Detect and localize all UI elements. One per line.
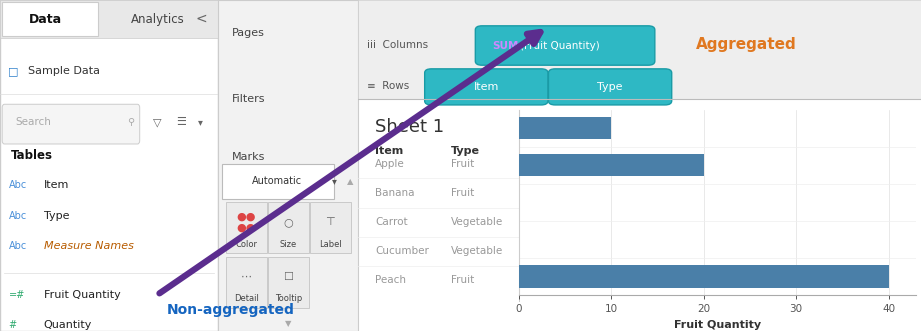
Text: Cucumber: Cucumber xyxy=(375,246,429,256)
Text: ▾: ▾ xyxy=(198,118,204,127)
Text: ⚲: ⚲ xyxy=(127,118,134,127)
Text: ▼: ▼ xyxy=(285,319,292,328)
Text: Fruit: Fruit xyxy=(451,275,474,285)
Text: =#: =# xyxy=(8,290,25,300)
Text: Item: Item xyxy=(473,82,499,92)
Text: Color: Color xyxy=(235,240,257,249)
Text: (Fruit Quantity): (Fruit Quantity) xyxy=(520,40,600,51)
Text: Type: Type xyxy=(598,82,623,92)
Text: Tables: Tables xyxy=(11,149,52,162)
X-axis label: Fruit Quantity: Fruit Quantity xyxy=(674,319,761,329)
Text: Aggregated: Aggregated xyxy=(696,37,797,52)
FancyBboxPatch shape xyxy=(475,26,655,65)
FancyBboxPatch shape xyxy=(226,257,266,308)
Text: ▲: ▲ xyxy=(346,177,353,186)
Text: Banana: Banana xyxy=(375,188,414,198)
Text: SUM: SUM xyxy=(492,40,519,51)
Text: Fruit Quantity: Fruit Quantity xyxy=(43,290,121,300)
FancyBboxPatch shape xyxy=(2,104,140,144)
FancyBboxPatch shape xyxy=(549,69,671,105)
Text: Search: Search xyxy=(16,118,52,127)
Text: Fruit: Fruit xyxy=(451,188,474,198)
FancyBboxPatch shape xyxy=(2,2,99,36)
Bar xyxy=(519,265,889,288)
Text: ▾: ▾ xyxy=(332,176,337,186)
Text: Abc: Abc xyxy=(8,241,27,251)
Text: Type: Type xyxy=(43,211,69,221)
FancyBboxPatch shape xyxy=(0,0,218,38)
Text: Detail: Detail xyxy=(234,295,259,304)
Text: Automatic: Automatic xyxy=(252,176,302,186)
Text: Quantity: Quantity xyxy=(43,320,92,330)
Text: Carrot: Carrot xyxy=(375,217,408,227)
Text: Sample Data: Sample Data xyxy=(29,66,100,76)
Text: Abc: Abc xyxy=(8,211,27,221)
Text: iii  Columns: iii Columns xyxy=(367,40,428,50)
Text: Peach: Peach xyxy=(375,275,406,285)
Text: ☐: ☐ xyxy=(284,272,293,282)
Text: #: # xyxy=(8,320,17,330)
Text: Marks: Marks xyxy=(232,152,265,162)
Text: Tooltip: Tooltip xyxy=(274,295,302,304)
FancyBboxPatch shape xyxy=(226,202,266,253)
FancyBboxPatch shape xyxy=(425,69,548,105)
Text: Item: Item xyxy=(43,180,69,190)
Text: Type: Type xyxy=(451,146,480,156)
Bar xyxy=(519,117,612,139)
Text: Label: Label xyxy=(319,240,342,249)
Text: Item: Item xyxy=(375,146,403,156)
Text: ☰: ☰ xyxy=(176,118,186,127)
Text: Non-aggregated: Non-aggregated xyxy=(167,303,294,317)
Text: Filters: Filters xyxy=(232,94,266,104)
Text: Vegetable: Vegetable xyxy=(451,246,504,256)
FancyBboxPatch shape xyxy=(310,202,351,253)
Text: Pages: Pages xyxy=(232,28,265,38)
FancyBboxPatch shape xyxy=(268,202,309,253)
Text: Measure Names: Measure Names xyxy=(43,241,134,251)
Text: ⋯: ⋯ xyxy=(240,272,251,282)
Bar xyxy=(519,154,704,176)
Text: ≡  Rows: ≡ Rows xyxy=(367,81,409,91)
Text: Apple: Apple xyxy=(375,159,405,169)
FancyBboxPatch shape xyxy=(0,0,218,331)
Text: Size: Size xyxy=(280,240,297,249)
Text: □: □ xyxy=(8,66,18,76)
Text: Abc: Abc xyxy=(8,180,27,190)
FancyBboxPatch shape xyxy=(268,257,309,308)
Text: Analytics: Analytics xyxy=(131,13,185,25)
FancyBboxPatch shape xyxy=(223,164,334,199)
Text: ●●
●●: ●● ●● xyxy=(237,211,256,233)
Text: ⊤: ⊤ xyxy=(325,217,335,227)
Text: Data: Data xyxy=(29,13,62,25)
Text: <: < xyxy=(195,12,206,26)
Text: ▽: ▽ xyxy=(153,118,161,127)
Text: Sheet 1: Sheet 1 xyxy=(375,118,444,136)
FancyBboxPatch shape xyxy=(218,0,358,331)
Text: Fruit: Fruit xyxy=(451,159,474,169)
Text: Vegetable: Vegetable xyxy=(451,217,504,227)
Text: ○: ○ xyxy=(284,217,293,227)
FancyBboxPatch shape xyxy=(358,0,921,99)
